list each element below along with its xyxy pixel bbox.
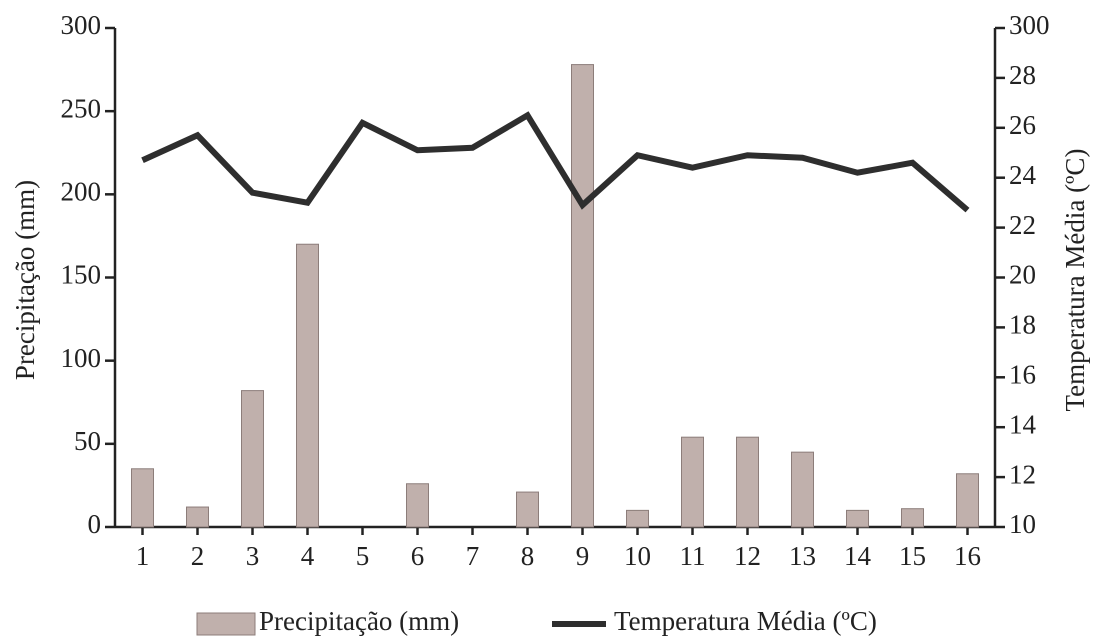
- x-tick-label: 14: [844, 541, 872, 571]
- x-tick-label: 7: [466, 541, 480, 571]
- bar: [186, 506, 209, 528]
- x-tick-label: 1: [136, 541, 150, 571]
- y2-tick-label: 10: [1009, 509, 1036, 539]
- x-tick-label: 16: [954, 541, 981, 571]
- bar: [681, 436, 704, 528]
- bar: [241, 390, 264, 528]
- x-tick-label: 10: [624, 541, 651, 571]
- y-tick-label: 300: [61, 10, 102, 40]
- bar: [626, 509, 649, 528]
- y2-tick-label: 14: [1009, 409, 1037, 439]
- y-tick-label: 50: [74, 426, 101, 456]
- x-tick-label: 8: [521, 541, 535, 571]
- x-tick-label: 12: [734, 541, 761, 571]
- x-tick-label: 2: [191, 541, 205, 571]
- y2-tick-label: 20: [1009, 260, 1036, 290]
- x-tick-label: 4: [301, 541, 315, 571]
- bar: [296, 243, 319, 528]
- y2-tick-label: 24: [1009, 160, 1037, 190]
- bar: [571, 64, 594, 528]
- bar: [736, 436, 759, 528]
- y-tick-label: 250: [61, 93, 102, 123]
- y2-tick-label: 16: [1009, 360, 1036, 390]
- x-tick-label: 9: [576, 541, 590, 571]
- legend-swatch: [196, 612, 256, 636]
- x-tick-label: 13: [789, 541, 816, 571]
- legend-label: Temperatura Média (ºC): [614, 606, 877, 636]
- y-tick-label: 150: [61, 260, 102, 290]
- x-tick-label: 15: [899, 541, 926, 571]
- bar: [846, 509, 869, 528]
- y-tick-label: 0: [88, 509, 102, 539]
- y2-tick-label: 28: [1009, 60, 1036, 90]
- y-tick-label: 100: [61, 343, 102, 373]
- y2-tick-label: 22: [1009, 210, 1036, 240]
- y2-axis-title: Temperatura Média (ºC): [1060, 149, 1090, 412]
- y-axis-title: Precipitação (mm): [10, 180, 40, 380]
- x-tick-label: 11: [680, 541, 706, 571]
- line: [141, 111, 970, 213]
- y2-tick-label: 12: [1009, 459, 1036, 489]
- y2-tick-label: 18: [1009, 310, 1036, 340]
- bar: [406, 483, 429, 528]
- x-tick-label: 3: [246, 541, 260, 571]
- y2-tick-label: 26: [1009, 110, 1036, 140]
- bar: [956, 473, 979, 528]
- bar: [131, 468, 154, 528]
- x-tick-label: 6: [411, 541, 425, 571]
- y-tick-label: 200: [61, 177, 102, 207]
- bar: [901, 508, 924, 528]
- bar: [791, 451, 814, 528]
- x-tick-label: 5: [356, 541, 370, 571]
- y2-tick-label: 300: [1009, 10, 1050, 40]
- bar: [516, 491, 539, 528]
- legend-label: Precipitação (mm): [259, 606, 459, 636]
